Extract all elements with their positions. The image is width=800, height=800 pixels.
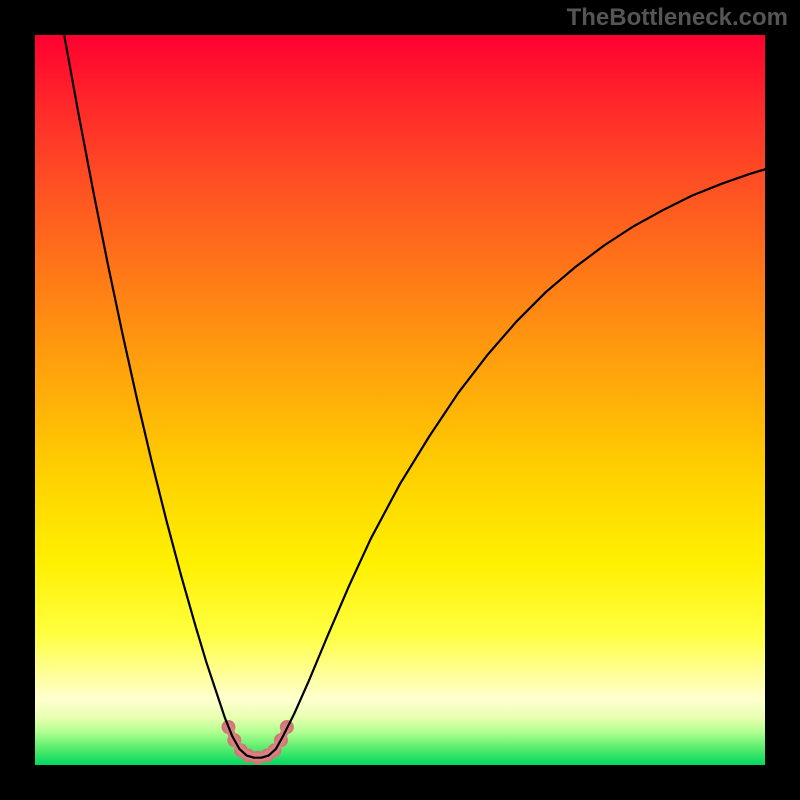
watermark-label: TheBottleneck.com: [567, 4, 788, 32]
bottleneck-curve: [64, 35, 765, 758]
plot-area: [35, 35, 765, 765]
curve-layer: [35, 35, 765, 765]
